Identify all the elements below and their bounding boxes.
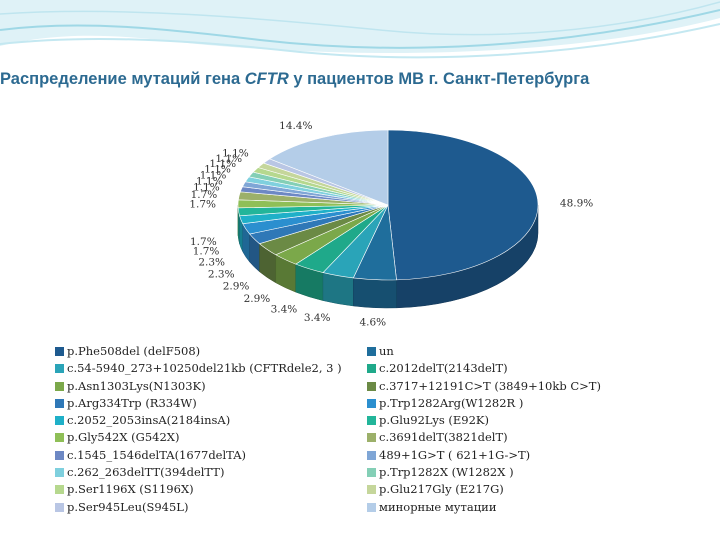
legend-item: c.262_263delTT(394delTT) [55,464,342,481]
legend-item: p.Gly542X (G542X) [55,429,342,446]
legend-label: p.Ser1196X (S1196X) [67,482,194,497]
legend-item: p.Glu92Lys (E92K) [367,412,601,429]
legend-item: c.2012delT(2143delT) [367,360,601,377]
legend-label: p.Glu217Gly (E217G) [379,482,504,497]
title-text-suffix: у пациентов МВ г. Санкт-Петербурга [288,70,590,88]
legend-label: c.1545_1546delTA(1677delTA) [67,447,247,462]
pie-data-label: 48.9% [560,198,593,210]
pie-data-label: 1.1% [200,170,227,182]
legend-label: p.Arg334Trp (R334W) [67,395,197,410]
legend-swatch [367,450,376,460]
legend-left: p.Phe508del (delF508) c.54-5940_273+10250… [55,343,342,516]
legend-item: c.54-5940_273+10250del21kb (CFTRdele2, 3… [55,360,342,377]
legend-label: p.Trp1282X (W1282X ) [379,465,514,480]
legend-label: c.262_263delTT(394delTT) [67,465,225,480]
pie-data-label: 2.3% [208,268,235,280]
legend-label: c.3691delT(3821delT) [379,430,508,445]
legend-label: 489+1G>T ( 621+1G->T) [379,447,531,462]
pie-data-label: 1.7% [189,199,216,211]
legend-item: минорные мутации [367,499,601,516]
legend-item: c.3717+12191C>T (3849+10kb C>T) [367,378,601,395]
title-gene-name: CFTR [244,70,289,88]
legend-swatch [367,416,376,426]
legend-swatch [367,364,376,374]
legend-label: p.Trp1282Arg(W1282R ) [379,395,524,410]
legend-swatch [55,364,64,374]
pie-data-label: 1.1% [215,153,242,165]
legend-swatch [55,398,64,408]
legend-label: c.54-5940_273+10250del21kb (CFTRdele2, 3… [67,361,342,376]
legend-item: p.Ser1196X (S1196X) [55,481,342,498]
legend-item: un [367,343,601,360]
legend-item: c.2052_2053insA(2184insA) [55,412,342,429]
pie-labels: 48.9%4.6%3.4%3.4%2.9%2.9%2.3%2.3%1.7%1.7… [189,120,593,329]
pie-slices [237,129,539,281]
pie-data-label: 3.4% [304,312,331,324]
legend-right: un c.2012delT(2143delT) c.3717+12191C>T (3… [367,343,601,516]
legend-swatch [55,381,64,391]
legend-swatch [55,416,64,426]
legend-label: c.3717+12191C>T (3849+10kb C>T) [379,378,601,393]
pie-slice [387,129,539,281]
pie-data-label: 4.6% [359,317,386,329]
legend-item: p.Glu217Gly (E217G) [367,481,601,498]
legend-label: p.Glu92Lys (E92K) [379,413,490,428]
legend-swatch [367,347,376,356]
pie-data-label: 1.1% [209,158,236,170]
legend-label: p.Phe508del (delF508) [67,344,201,358]
legend-swatch [55,450,64,460]
legend-item: p.Arg334Trp (R334W) [55,395,342,412]
legend-label: c.2052_2053insA(2184insA) [67,413,231,428]
pie-data-label: 14.4% [279,120,312,132]
legend-swatch [367,433,376,443]
legend-swatch [55,433,64,443]
legend-label: p.Gly542X (G542X) [67,430,180,445]
pie-data-label: 1.7% [191,189,218,201]
legend-item: p.Trp1282Arg(W1282R ) [367,395,601,412]
legend-item: c.1545_1546delTA(1677delTA) [55,447,342,464]
legend-item: 489+1G>T ( 621+1G->T) [367,447,601,464]
pie-data-label: 1.7% [193,246,220,258]
legend-swatch [367,468,376,478]
title-text: Распределение мутаций гена [0,70,245,88]
legend-item: p.Asn1303Lys(N1303K) [55,378,342,395]
pie-slice [269,129,389,206]
page-title: Распределение мутаций гена CFTR у пациен… [0,70,720,89]
pie-data-label: 1.7% [190,236,217,248]
legend-swatch [367,381,376,391]
legend-label: c.2012delT(2143delT) [379,361,508,376]
legend-label: минорные мутации [379,499,497,514]
pie-data-label: 2.9% [223,281,250,293]
pie-data-label: 3.4% [271,304,298,316]
legend-item: p.Ser945Leu(S945L) [55,499,342,516]
legend-swatch [55,468,64,478]
pie-data-label: 1.1% [193,181,220,193]
legend-label: un [379,344,394,358]
pie-data-label: 2.3% [198,256,225,268]
legend-swatch [55,347,64,356]
pie-data-label: 1.1% [204,164,231,176]
legend-item: c.3691delT(3821delT) [367,429,601,446]
pie-data-label: 1.1% [196,175,223,187]
legend-swatch [55,502,64,512]
legend-item: p.Trp1282X (W1282X ) [367,464,601,481]
legend-swatch [367,502,376,512]
legend-swatch [55,485,64,495]
pie-chart: 48.9%4.6%3.4%3.4%2.9%2.9%2.3%2.3%1.7%1.7… [189,120,593,329]
legend-swatch [367,485,376,495]
legend-item: p.Phe508del (delF508) [55,343,342,360]
pie-data-label: 1.1% [222,148,249,160]
legend-swatch [367,398,376,408]
legend-label: p.Ser945Leu(S945L) [67,499,189,514]
legend-label: p.Asn1303Lys(N1303K) [67,378,206,393]
pie-data-label: 2.9% [244,293,271,305]
pie-slice-side [353,277,397,309]
header-decoration [0,0,720,59]
